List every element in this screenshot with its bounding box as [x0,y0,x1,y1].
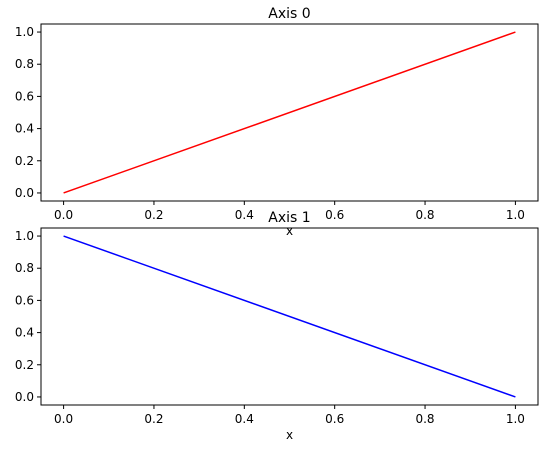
y-tick-label: 1.0 [15,25,34,39]
y-tick-label: 0.0 [15,390,34,404]
series-line-0 [63,235,516,398]
y-tick-label: 0.2 [15,358,34,372]
axes-title: Axis 0 [268,6,310,22]
y-tick-label: 0.0 [15,186,34,200]
x-tick-label: 1.0 [506,412,525,426]
x-axis-label: x [286,224,293,238]
axes-panel-0: 0.0 0.2 0.4 0.6 0.8 1.0 0.0 0.2 0.4 0.6 0.8 1.0 x [15,23,539,238]
x-tick-label: 0.6 [325,412,344,426]
y-tick-label: 0.8 [15,261,34,275]
x-tick-label: 0.8 [415,208,434,222]
x-tick-label: 1.0 [506,208,525,222]
x-tick-label: 0.2 [144,412,163,426]
axes-title: Axis 1 [268,210,310,226]
series-line-0 [63,31,516,194]
y-tick-label: 1.0 [15,229,34,243]
y-tick-label: 0.4 [15,326,34,340]
x-tick-label: 0.2 [144,208,163,222]
x-tick-label: 0.6 [325,208,344,222]
plot-frame [40,227,539,406]
x-tick-label: 0.0 [54,208,73,222]
x-tick-label: 0.0 [54,412,73,426]
x-tick-label: 0.8 [415,412,434,426]
axes-panel-1: 0.0 0.2 0.4 0.6 0.8 1.0 0.0 0.2 0.4 0.6 0.8 1.0 x [15,227,539,442]
y-tick-label: 0.6 [15,89,34,103]
x-axis-label: x [286,428,293,442]
x-tick-label: 0.4 [235,208,254,222]
y-tick-label: 0.8 [15,57,34,71]
y-tick-label: 0.6 [15,293,34,307]
y-tick-label: 0.4 [15,122,34,136]
plot-frame [40,23,539,202]
y-tick-label: 0.2 [15,154,34,168]
x-tick-label: 0.4 [235,412,254,426]
